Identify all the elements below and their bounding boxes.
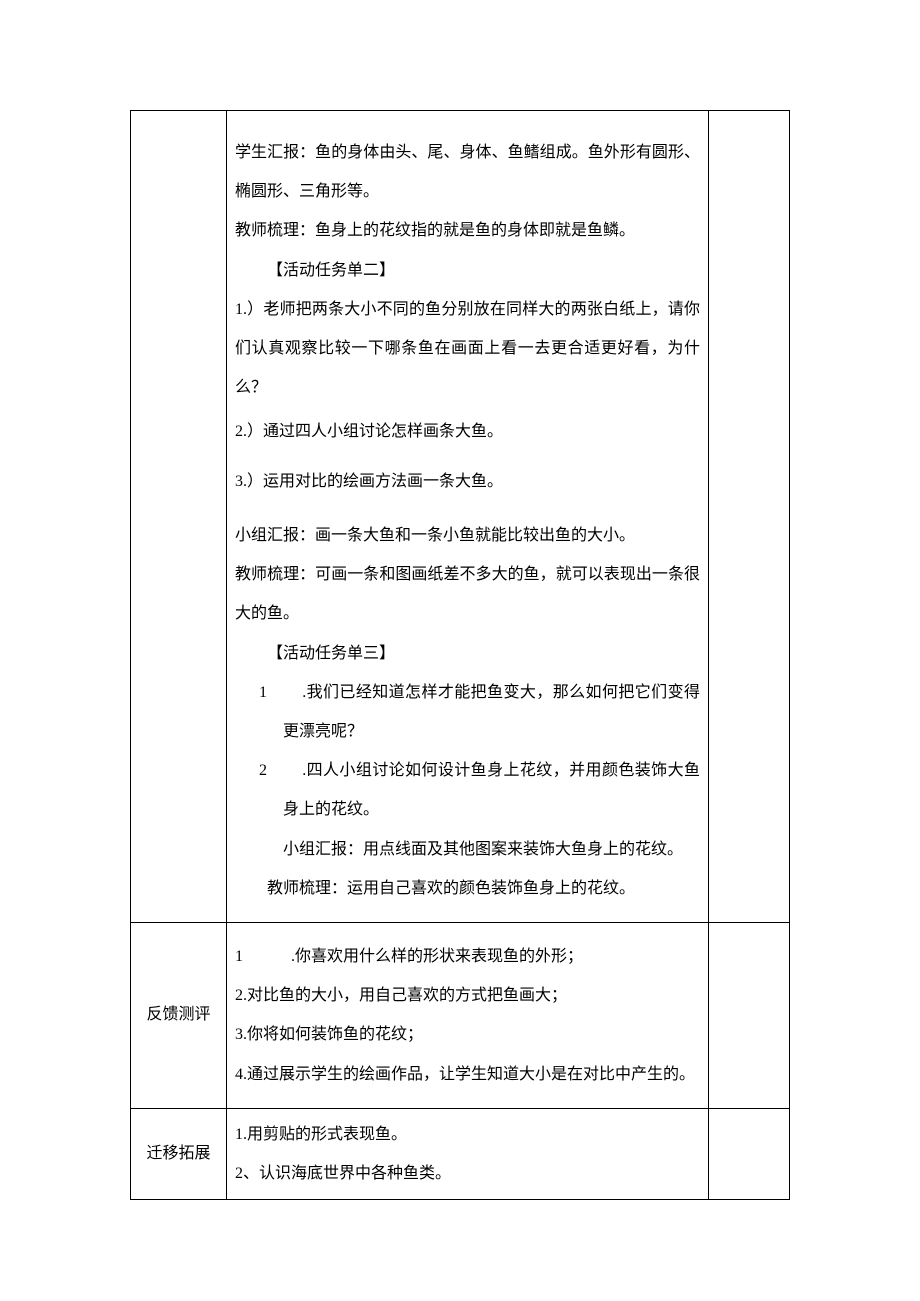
row-content-feedback: 1 .你喜欢用什么样的形状来表现鱼的外形； 2.对比鱼的大小，用自己喜欢的方式把鱼…: [227, 922, 709, 1108]
row-right-empty: [709, 111, 790, 923]
task-item: 1 .我们已经知道怎样才能把鱼变大，那么如何把它们变得更漂亮呢？: [235, 673, 700, 751]
task-heading: 【活动任务单二】: [235, 251, 700, 290]
paragraph: 教师梳理：鱼身上的花纹指的就是鱼的身体即就是鱼鳞。: [235, 211, 700, 250]
table-row: 学生汇报：鱼的身体由头、尾、身体、鱼鳍组成。鱼外形有圆形、椭圆形、三角形等。 教…: [131, 111, 790, 923]
row-content-extend: 1.用剪贴的形式表现鱼。 2、认识海底世界中各种鱼类。: [227, 1108, 709, 1199]
task-item: 2 .四人小组讨论如何设计鱼身上花纹，并用颜色装饰大鱼身上的花纹。: [235, 751, 700, 829]
item-number: 1: [235, 948, 243, 965]
item-text: .四人小组讨论如何设计鱼身上花纹，并用颜色装饰大鱼身上的花纹。: [283, 762, 700, 818]
row-label-feedback: 反馈测评: [131, 922, 227, 1108]
row-label-extend: 迁移拓展: [131, 1108, 227, 1199]
list-item: 1 .你喜欢用什么样的形状来表现鱼的外形；: [235, 937, 700, 976]
list-item: 3.你将如何装饰鱼的花纹；: [235, 1015, 700, 1054]
table-row: 反馈测评 1 .你喜欢用什么样的形状来表现鱼的外形； 2.对比鱼的大小，用自己喜欢…: [131, 922, 790, 1108]
item-number: 1: [259, 684, 267, 701]
item-number: 2: [259, 762, 267, 779]
item-text: .你喜欢用什么样的形状来表现鱼的外形；: [291, 948, 583, 965]
document-page: 学生汇报：鱼的身体由头、尾、身体、鱼鳍组成。鱼外形有圆形、椭圆形、三角形等。 教…: [0, 0, 920, 1260]
list-item: 4.通过展示学生的绘画作品，让学生知道大小是在对比中产生的。: [235, 1055, 700, 1094]
task-item: 1.）老师把两条大小不同的鱼分别放在同样大的两张白纸上，请你们认真观察比较一下哪…: [235, 290, 700, 408]
row-right-empty: [709, 1108, 790, 1199]
paragraph: 学生汇报：鱼的身体由头、尾、身体、鱼鳍组成。鱼外形有圆形、椭圆形、三角形等。: [235, 133, 700, 211]
paragraph-text: 小组汇报：用点线面及其他图案来装饰大鱼身上的花纹。: [283, 841, 683, 858]
list-item: 2.对比鱼的大小，用自己喜欢的方式把鱼画大；: [235, 976, 700, 1015]
list-item: 2、认识海底世界中各种鱼类。: [235, 1154, 700, 1193]
row-content-main: 学生汇报：鱼的身体由头、尾、身体、鱼鳍组成。鱼外形有圆形、椭圆形、三角形等。 教…: [227, 111, 709, 923]
lesson-plan-table: 学生汇报：鱼的身体由头、尾、身体、鱼鳍组成。鱼外形有圆形、椭圆形、三角形等。 教…: [130, 110, 790, 1200]
task-heading: 【活动任务单三】: [235, 634, 700, 673]
paragraph: 教师梳理：可画一条和图画纸差不多大的鱼，就可以表现出一条很大的鱼。: [235, 555, 700, 633]
item-text: .我们已经知道怎样才能把鱼变大，那么如何把它们变得更漂亮呢？: [283, 684, 700, 740]
task-item: 2.）通过四人小组讨论怎样画条大鱼。: [235, 407, 700, 457]
paragraph: 小组汇报：画一条大鱼和一条小鱼就能比较出鱼的大小。: [235, 516, 700, 555]
table-row: 迁移拓展 1.用剪贴的形式表现鱼。 2、认识海底世界中各种鱼类。: [131, 1108, 790, 1199]
task-item: 3.）运用对比的绘画方法画一条大鱼。: [235, 457, 700, 507]
paragraph: 小组汇报：用点线面及其他图案来装饰大鱼身上的花纹。: [235, 830, 700, 869]
list-item: 1.用剪贴的形式表现鱼。: [235, 1115, 700, 1154]
paragraph: 教师梳理：运用自己喜欢的颜色装饰鱼身上的花纹。: [235, 869, 700, 908]
row-label-empty: [131, 111, 227, 923]
row-right-empty: [709, 922, 790, 1108]
